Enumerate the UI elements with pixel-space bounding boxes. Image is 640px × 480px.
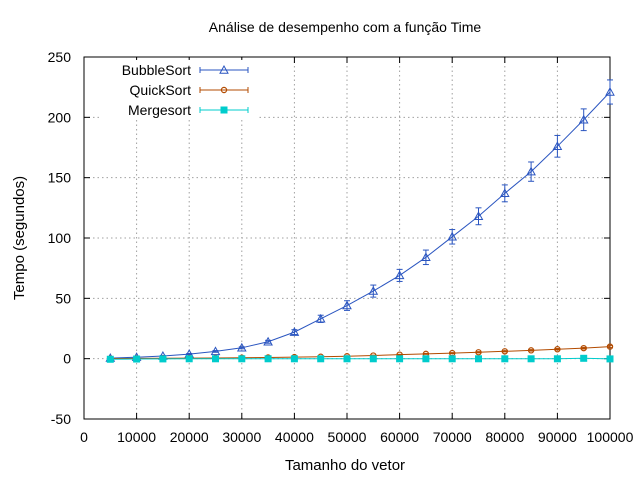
bubblesort-point xyxy=(578,114,589,124)
x-tick-label: 40000 xyxy=(275,429,314,445)
legend-marker-bubblesort xyxy=(219,64,229,74)
quicksort-point xyxy=(475,349,482,356)
quicksort-line xyxy=(110,346,611,360)
x-tick-label: 10000 xyxy=(117,429,156,445)
x-tick-label: 0 xyxy=(80,429,88,445)
x-tick-label: 80000 xyxy=(485,429,524,445)
y-tick-label: 0 xyxy=(63,351,71,367)
mergesort-point xyxy=(448,355,456,363)
x-tick-label: 60000 xyxy=(380,429,419,445)
bubblesort-point xyxy=(210,346,221,356)
x-tick-label: 30000 xyxy=(222,429,261,445)
legend: BubbleSort QuickSort Mergesort xyxy=(100,60,257,120)
series-mergesort xyxy=(106,354,614,363)
x-tick-label: 100000 xyxy=(587,429,634,445)
y-tick-label: 50 xyxy=(55,290,71,306)
y-tick-label: -50 xyxy=(51,411,71,427)
mergesort-point xyxy=(212,355,219,363)
x-tick-label: 70000 xyxy=(433,429,472,445)
y-tick-label: 250 xyxy=(48,49,72,65)
bubblesort-point xyxy=(263,336,273,346)
x-tick-label: 20000 xyxy=(170,429,209,445)
mergesort-point xyxy=(369,355,377,363)
mergesort-point xyxy=(527,355,535,363)
quicksort-point xyxy=(501,348,508,355)
y-axis-label: Tempo (segundos) xyxy=(11,176,28,300)
bubblesort-point xyxy=(289,327,300,336)
series-bubblesort xyxy=(105,79,615,362)
mergesort-point xyxy=(133,355,141,363)
mergesort-point xyxy=(501,355,509,363)
legend-label-bubblesort: BubbleSort xyxy=(122,62,191,78)
series-layer xyxy=(105,79,615,363)
y-tick-label: 100 xyxy=(48,230,72,246)
legend-label-mergesort: Mergesort xyxy=(128,102,191,118)
legend-marker-quicksort xyxy=(220,86,228,94)
legend-marker-mergesort xyxy=(220,106,228,114)
bubblesort-point xyxy=(315,313,326,323)
x-axis-label: Tamanho do vetor xyxy=(285,457,405,474)
quicksort-point xyxy=(580,344,587,352)
mergesort-point xyxy=(159,355,167,363)
bubblesort-point xyxy=(421,252,431,262)
bubblesort-point xyxy=(394,270,405,280)
bubblesort-point xyxy=(552,141,563,150)
bubblesort-point xyxy=(342,300,352,310)
bubblesort-point xyxy=(473,211,484,220)
x-tick-label: 90000 xyxy=(538,429,577,445)
bubblesort-point xyxy=(499,188,510,198)
mergesort-point xyxy=(290,355,298,363)
mergesort-point xyxy=(238,355,246,363)
legend-label-quicksort: QuickSort xyxy=(130,82,192,98)
mergesort-point xyxy=(317,355,325,363)
bubblesort-line xyxy=(110,91,611,359)
quicksort-point xyxy=(554,346,561,353)
bubblesort-point xyxy=(526,166,536,176)
y-tick-label: 200 xyxy=(48,109,72,125)
mergesort-point xyxy=(580,354,588,362)
bubblesort-point xyxy=(236,342,247,352)
quicksort-point xyxy=(527,347,535,354)
mergesort-point xyxy=(343,355,351,363)
mergesort-point xyxy=(106,355,114,363)
mergesort-point xyxy=(553,355,561,363)
mergesort-point xyxy=(185,355,193,363)
x-tick-label: 50000 xyxy=(328,429,367,445)
mergesort-point xyxy=(396,355,404,363)
bubblesort-point xyxy=(368,286,379,295)
chart-title: Análise de desempenho com a função Time xyxy=(209,19,482,35)
mergesort-point xyxy=(264,355,272,363)
bubblesort-point xyxy=(447,231,458,241)
mergesort-point xyxy=(606,355,614,363)
axes: 0 10000 20000 30000 40000 50000 60000 70000 8000… xyxy=(48,49,634,445)
quicksort-point xyxy=(606,343,614,350)
bubblesort-point xyxy=(605,86,615,96)
y-tick-label: 150 xyxy=(48,170,72,186)
mergesort-line xyxy=(110,357,611,360)
mergesort-point xyxy=(422,355,430,363)
mergesort-point xyxy=(475,355,482,363)
